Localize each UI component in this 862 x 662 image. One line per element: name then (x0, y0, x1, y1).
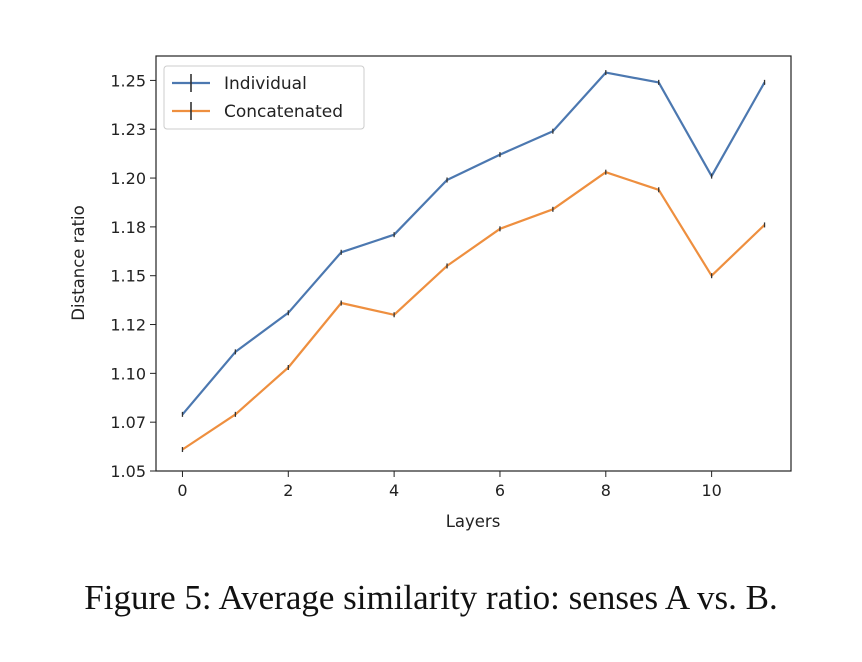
figure-caption: Figure 5: Average similarity ratio: sens… (84, 578, 778, 617)
line-chart: 0 2 4 6 8 10 1.05 1.07 1.10 1.12 1.15 1.18 1.20 1.23… (69, 55, 792, 531)
y-axis-title: Distance ratio (69, 205, 88, 320)
series-line-individual (181, 71, 766, 416)
y-tick-label: 1.12 (110, 316, 146, 335)
legend-frame (163, 65, 365, 130)
legend-label: Individual (224, 74, 307, 94)
y-tick-label: 1.07 (110, 413, 146, 432)
y-tick-label: 1.25 (110, 71, 146, 90)
legend: Individual Concatenated (163, 65, 365, 130)
y-tick-label: 1.18 (110, 218, 146, 237)
x-axis-title: Layers (446, 512, 501, 531)
series-line-concatenated (181, 171, 766, 451)
y-tick-label: 1.10 (110, 364, 146, 383)
x-tick-label: 4 (389, 481, 399, 500)
x-axis-ticks: 0 2 4 6 8 10 (177, 471, 722, 500)
x-tick-label: 8 (601, 481, 611, 500)
x-tick-label: 10 (701, 481, 721, 500)
series-layer (181, 70, 766, 453)
x-tick-label: 0 (177, 481, 187, 500)
y-axis-ticks: 1.05 1.07 1.10 1.12 1.15 1.18 1.20 1.23 1.25 (110, 71, 156, 481)
x-tick-label: 6 (495, 481, 505, 500)
legend-label: Concatenated (224, 102, 343, 122)
legend-entries: Individual Concatenated (172, 74, 343, 122)
x-tick-label: 2 (283, 481, 293, 500)
y-tick-label: 1.20 (110, 169, 146, 188)
y-tick-label: 1.15 (110, 267, 146, 286)
y-tick-label: 1.05 (110, 462, 146, 481)
y-tick-label: 1.23 (110, 120, 146, 139)
